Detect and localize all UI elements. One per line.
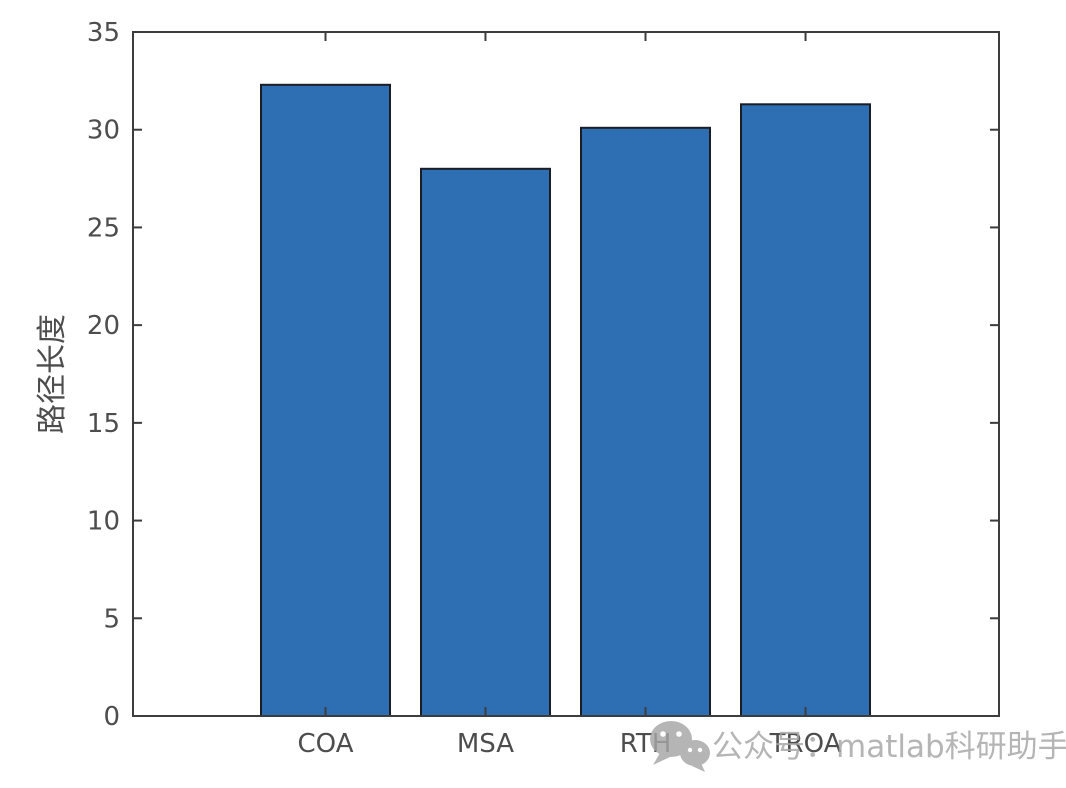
y-tick-label: 15 xyxy=(87,409,120,439)
y-tick-label: 10 xyxy=(87,507,120,537)
bar-rth xyxy=(580,126,711,718)
wechat-icon xyxy=(650,721,710,772)
watermark: 公众号：matlab科研助手 xyxy=(650,721,1066,772)
y-tick-label: 0 xyxy=(103,702,120,732)
y-tick-label: 30 xyxy=(87,116,120,146)
y-axis-label: 路径长度 xyxy=(35,314,70,434)
bar-msa xyxy=(420,167,551,718)
plot-box xyxy=(132,31,1000,717)
y-tick-label: 5 xyxy=(103,604,120,634)
watermark-text: 公众号：matlab科研助手 xyxy=(712,729,1066,765)
y-tick-label: 20 xyxy=(87,311,120,341)
ticks-layer xyxy=(133,31,999,717)
x-tick-label-coa: COA xyxy=(298,729,354,759)
bar-troa xyxy=(740,103,871,718)
y-tick-label: 35 xyxy=(87,18,120,48)
bar-coa xyxy=(260,83,391,718)
x-tick-label-troa: TROA xyxy=(769,729,842,759)
bars-layer xyxy=(260,83,871,718)
x-tick-label-msa: MSA xyxy=(457,729,514,759)
y-tick-label: 25 xyxy=(87,213,120,243)
